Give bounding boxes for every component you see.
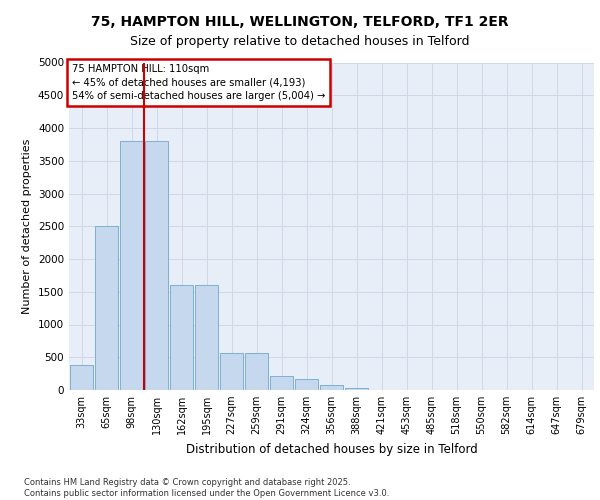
Bar <box>344 388 368 390</box>
X-axis label: Distribution of detached houses by size in Telford: Distribution of detached houses by size … <box>185 442 478 456</box>
Bar <box>145 141 169 390</box>
Bar <box>245 354 268 390</box>
Bar <box>295 379 319 390</box>
Bar <box>119 141 143 390</box>
Bar <box>194 285 218 390</box>
Bar <box>269 376 293 390</box>
Bar <box>170 285 193 390</box>
Bar <box>95 226 118 390</box>
Bar <box>320 385 343 390</box>
Bar <box>70 365 94 390</box>
Bar <box>220 354 244 390</box>
Text: 75 HAMPTON HILL: 110sqm
← 45% of detached houses are smaller (4,193)
54% of semi: 75 HAMPTON HILL: 110sqm ← 45% of detache… <box>71 64 325 100</box>
Y-axis label: Number of detached properties: Number of detached properties <box>22 138 32 314</box>
Text: 75, HAMPTON HILL, WELLINGTON, TELFORD, TF1 2ER: 75, HAMPTON HILL, WELLINGTON, TELFORD, T… <box>91 15 509 29</box>
Text: Size of property relative to detached houses in Telford: Size of property relative to detached ho… <box>130 35 470 48</box>
Text: Contains HM Land Registry data © Crown copyright and database right 2025.
Contai: Contains HM Land Registry data © Crown c… <box>24 478 389 498</box>
